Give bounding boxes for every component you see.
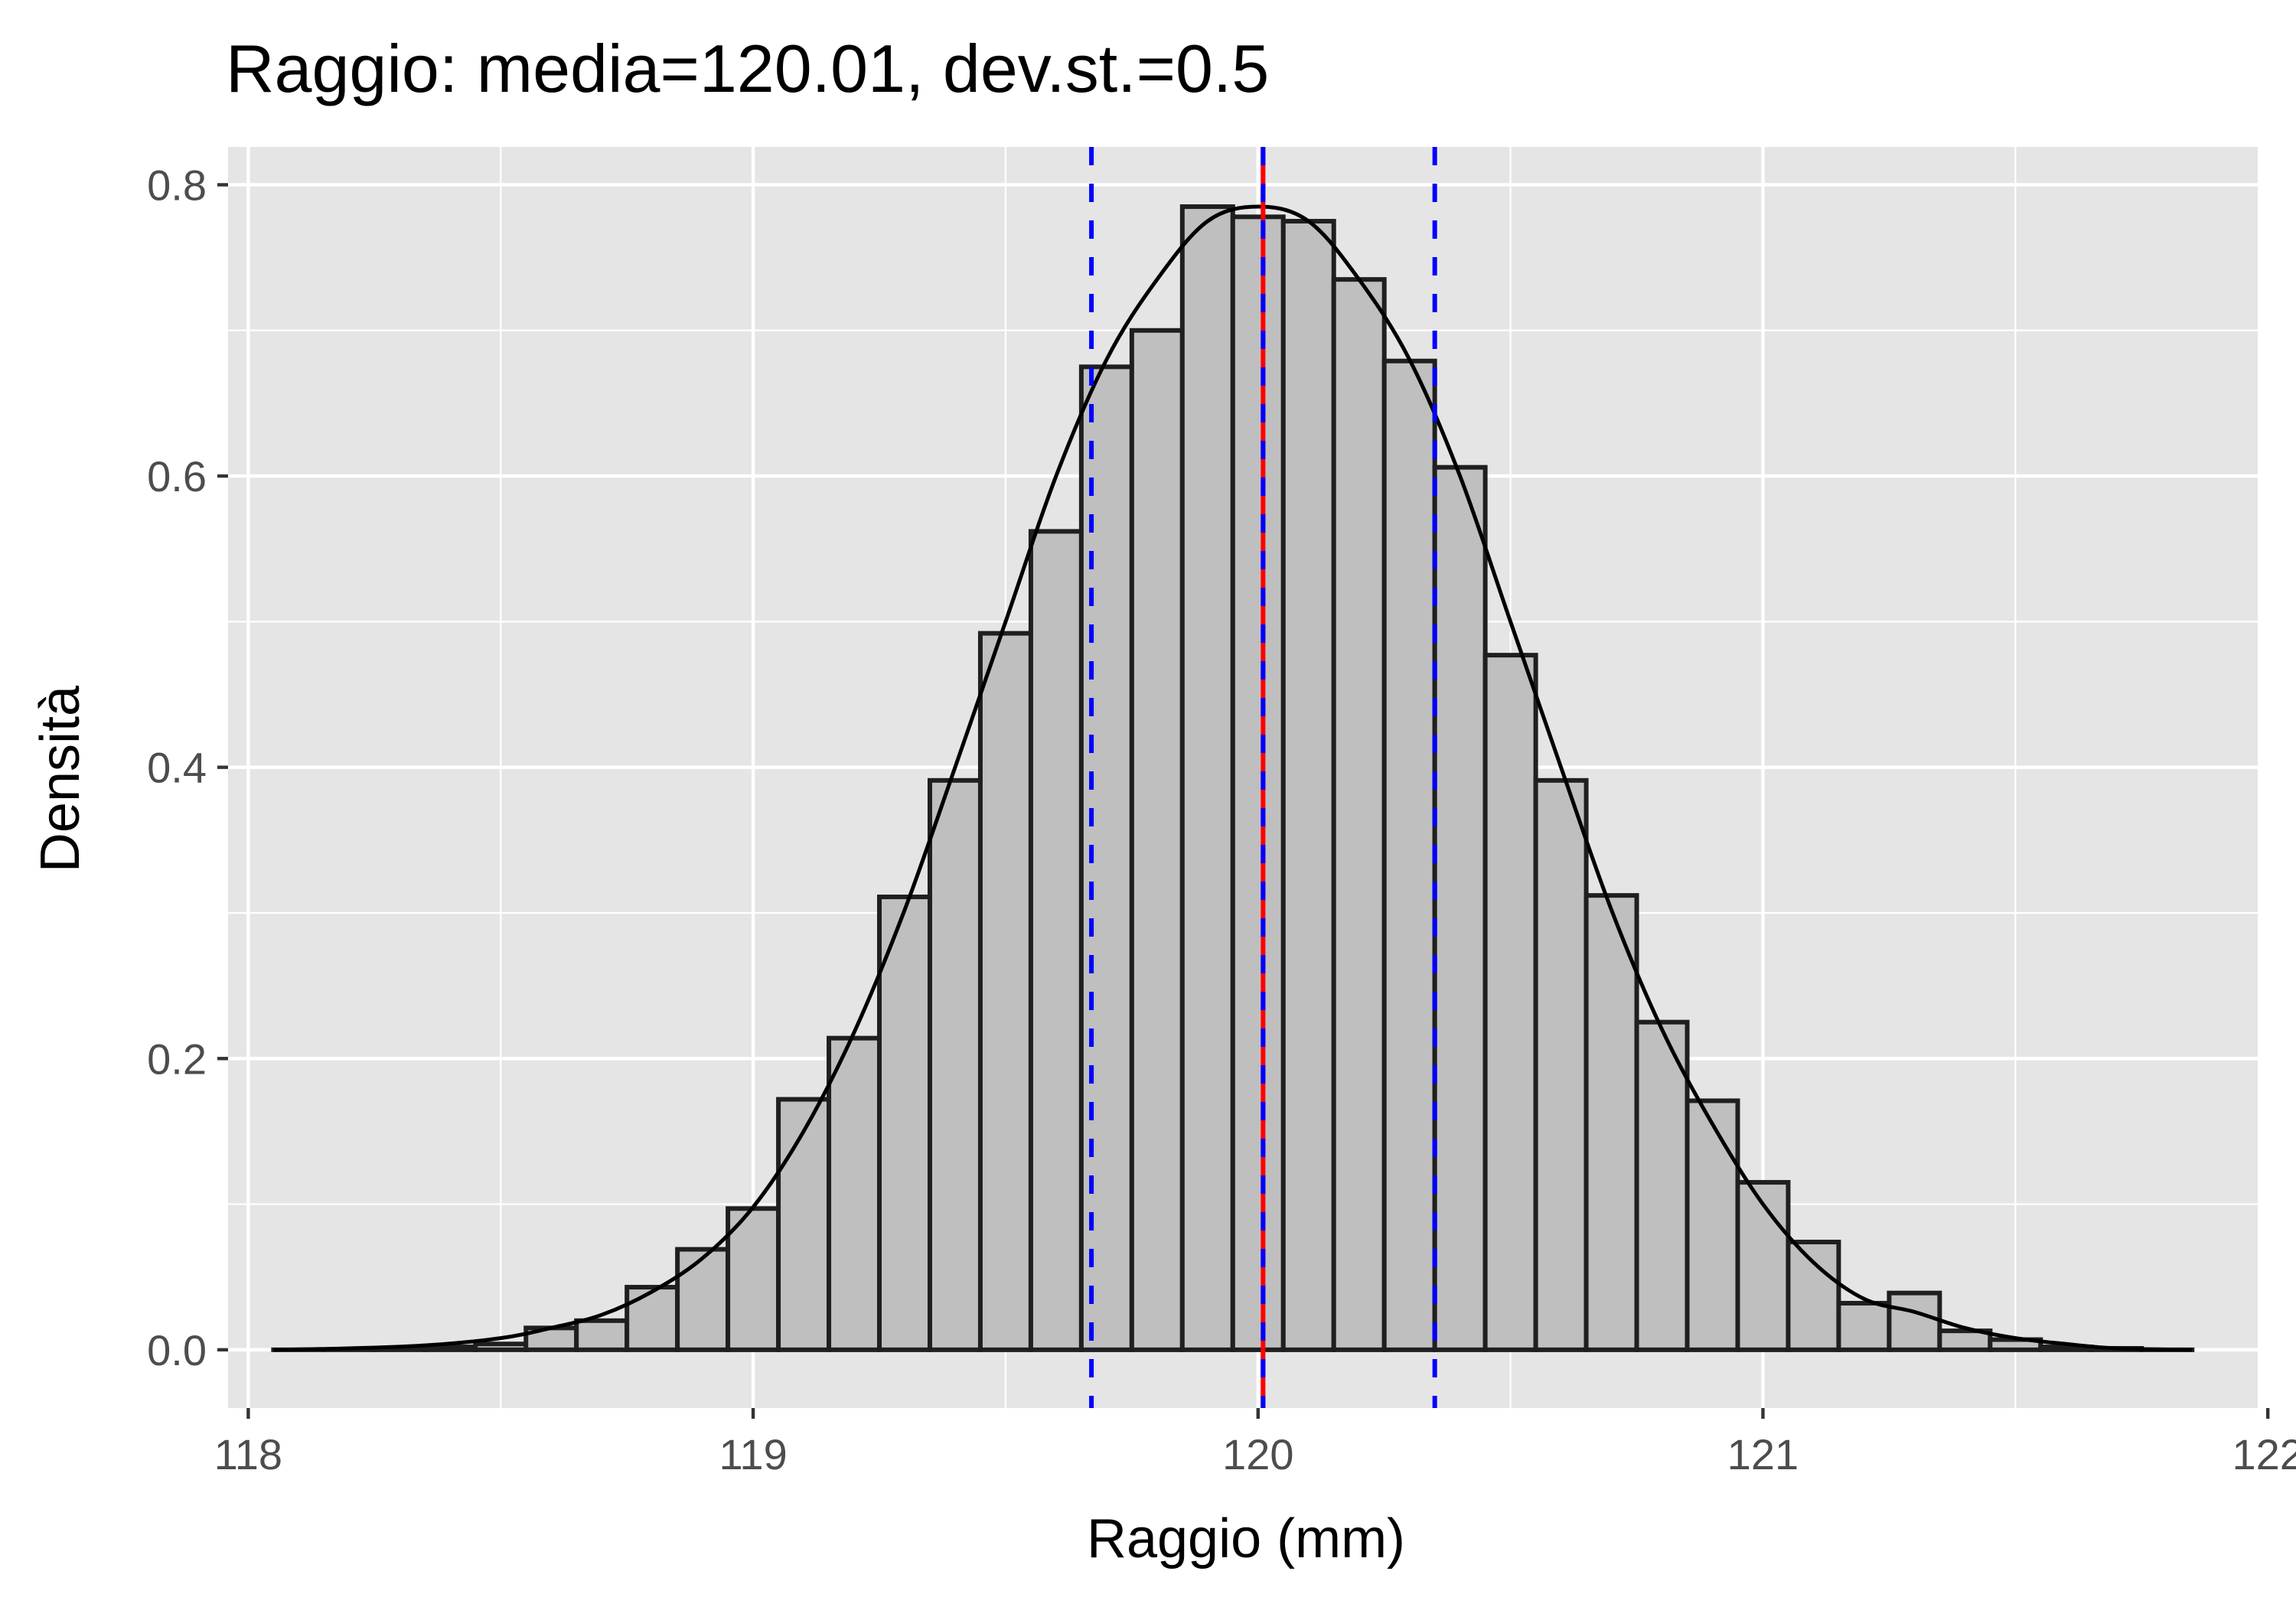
x-tick-label: 120 [1222,1430,1293,1478]
histogram-bar [1533,777,1589,1352]
y-tick-label: 0.2 [147,1035,207,1083]
histogram-bar [1634,1019,1690,1352]
histogram-bar [776,1097,832,1352]
x-tick-label: 121 [1727,1430,1799,1478]
histogram-bar [1028,529,1084,1352]
histogram-bar [1684,1098,1740,1352]
histogram-bar [574,1318,630,1352]
histogram-bar [1381,358,1437,1352]
histogram-bar [1735,1180,1791,1352]
x-tick-label: 118 [214,1430,282,1478]
x-tick-label: 122 [2232,1430,2296,1478]
histogram-bar [1482,653,1538,1352]
density-curve [273,204,2193,1352]
histogram-bar [827,1035,882,1352]
histogram-bar [473,1341,529,1352]
y-tick-label: 0.8 [147,161,207,209]
chart-title: Raggio: media=120.01, dev.st.=0.5 [226,31,1269,106]
reference-lines [1089,147,1437,1408]
y-axis: 0.0 0.2 0.4 0.6 0.8 [147,161,228,1374]
histogram-bars [271,204,2195,1352]
histogram-bar [927,777,983,1352]
histogram-bar [1129,328,1185,1352]
histogram-bar [422,1345,478,1352]
x-axis-title: Raggio (mm) [1087,1508,1405,1570]
histogram-bar [1786,1240,1841,1352]
x-tick-label: 119 [719,1430,787,1478]
x-axis: 118 119 120 121 122 [214,1408,2296,1478]
histogram-bar [1887,1290,1942,1352]
histogram-bar [1179,204,1235,1352]
y-axis-title: Densità [30,685,91,872]
histogram-bar [1280,219,1336,1352]
histogram-bar [625,1285,680,1352]
histogram-bar [1230,214,1286,1352]
histogram-bar [1078,364,1134,1352]
y-tick-label: 0.0 [147,1326,207,1374]
histogram-bar [877,895,932,1352]
histogram-bar [1937,1328,1993,1352]
histogram-bar [1432,464,1488,1352]
histogram-bar [977,631,1033,1352]
histogram-bar [1836,1300,1892,1352]
histogram-bar [1583,893,1639,1352]
y-tick-label: 0.4 [147,744,207,792]
y-tick-label: 0.6 [147,452,207,500]
histogram-bar [675,1247,731,1352]
histogram-bar [1331,277,1387,1352]
